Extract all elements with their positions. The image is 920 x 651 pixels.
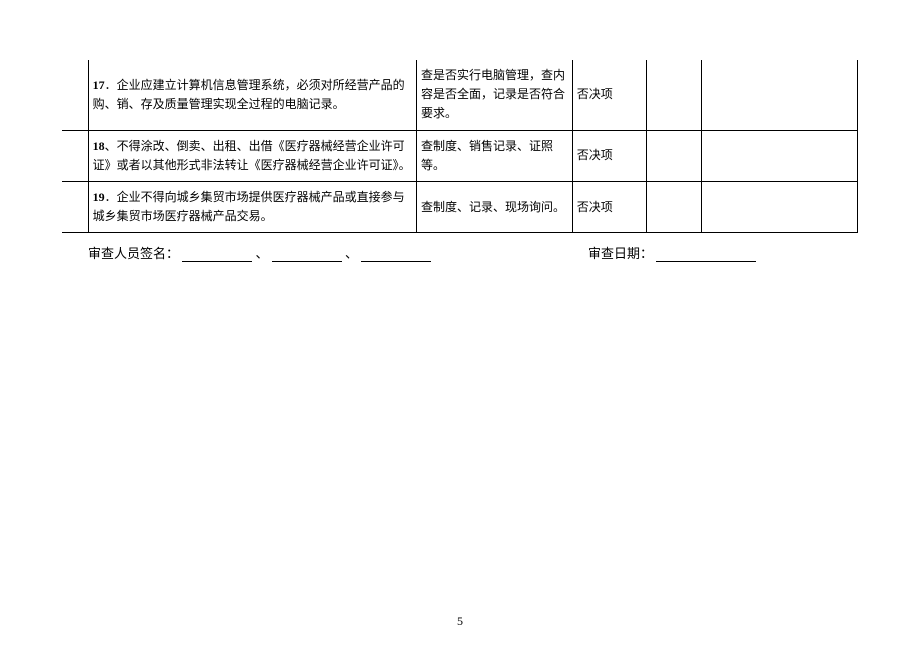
- row-lead-cell: [62, 130, 88, 181]
- row-lead-cell: [62, 60, 88, 130]
- row-result-2: [702, 130, 858, 181]
- row-description: 18、不得涂改、倒卖、出租、出借《医疗器械经营企业许可证》或者以其他形式非法转让…: [88, 130, 416, 181]
- signature-sep-2: 、: [345, 246, 358, 261]
- table-row: 19．企业不得向城乡集贸市场提供医疗器械产品或直接参与城乡集贸市场医疗器械产品交…: [62, 181, 858, 232]
- row-description: 17．企业应建立计算机信息管理系统，必须对所经营产品的购、销、存及质量管理实现全…: [88, 60, 416, 130]
- table-row: 18、不得涂改、倒卖、出租、出借《医疗器械经营企业许可证》或者以其他形式非法转让…: [62, 130, 858, 181]
- inspection-table: 17．企业应建立计算机信息管理系统，必须对所经营产品的购、销、存及质量管理实现全…: [62, 60, 858, 233]
- row-result-2: [702, 60, 858, 130]
- row-result-1: [647, 60, 702, 130]
- signature-blank-1: [182, 248, 252, 262]
- signature-blank-2: [272, 248, 342, 262]
- row-type: 否决项: [572, 60, 646, 130]
- row-result-1: [647, 181, 702, 232]
- row-lead-cell: [62, 181, 88, 232]
- row-check-method: 查是否实行电脑管理，查内容是否全面，记录是否符合要求。: [417, 60, 573, 130]
- table-row: 17．企业应建立计算机信息管理系统，必须对所经营产品的购、销、存及质量管理实现全…: [62, 60, 858, 130]
- row-check-method: 查制度、记录、现场询问。: [417, 181, 573, 232]
- signature-line: 审查人员签名： 、 、 审查日期：: [62, 243, 858, 262]
- row-check-method: 查制度、销售记录、证照等。: [417, 130, 573, 181]
- review-date-label: 审查日期：: [588, 246, 653, 261]
- row-description: 19．企业不得向城乡集贸市场提供医疗器械产品或直接参与城乡集贸市场医疗器械产品交…: [88, 181, 416, 232]
- row-type: 否决项: [572, 130, 646, 181]
- row-result-1: [647, 130, 702, 181]
- signature-blank-3: [361, 248, 431, 262]
- row-type: 否决项: [572, 181, 646, 232]
- page-number: 5: [0, 614, 920, 629]
- review-date-blank: [656, 248, 756, 262]
- signature-sep-1: 、: [256, 246, 269, 261]
- reviewer-signature-label: 审查人员签名：: [88, 246, 179, 261]
- row-result-2: [702, 181, 858, 232]
